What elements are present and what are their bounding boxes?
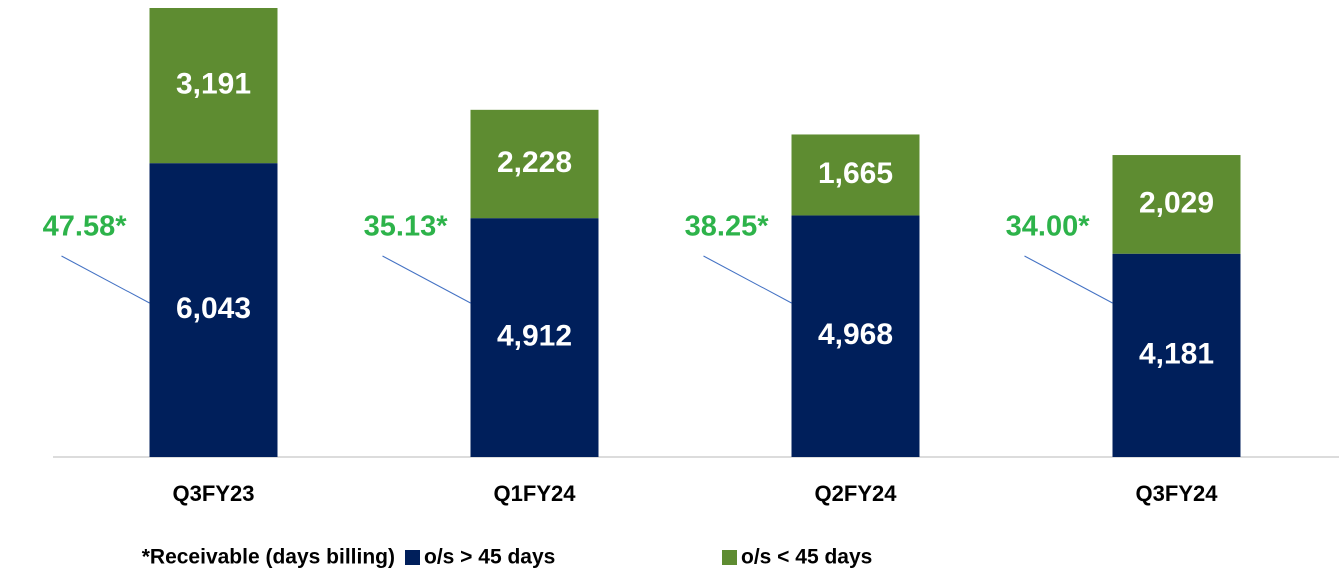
days-billing-label: 34.00* (1006, 211, 1091, 243)
days-billing-label: 47.58* (43, 211, 128, 243)
bar-segment (149, 8, 278, 164)
bar-segment (149, 163, 278, 457)
days-billing-label: 35.13* (364, 211, 449, 243)
bar-value-label: 2,029 (1139, 186, 1214, 219)
legend-label: o/s > 45 days (424, 546, 555, 569)
legend-label: o/s < 45 days (741, 546, 872, 569)
leader-line (61, 255, 150, 304)
footnote: *Receivable (days billing) (142, 546, 395, 569)
x-tick-label: Q2FY24 (815, 481, 898, 506)
x-tick-label: Q3FY23 (173, 481, 255, 506)
bar-value-label: 6,043 (176, 292, 251, 325)
leader-line (703, 255, 792, 304)
bar-value-label: 4,181 (1139, 337, 1214, 370)
bar-value-label: 4,912 (497, 319, 572, 352)
x-tick-label: Q1FY24 (494, 481, 577, 506)
leader-line (1024, 255, 1113, 304)
bar-segment (791, 215, 920, 457)
leader-line (382, 255, 471, 304)
bar-segment (1112, 155, 1241, 254)
bar-segment (470, 109, 599, 219)
bar-segment (1112, 253, 1241, 457)
bar-value-label: 4,968 (818, 318, 893, 351)
legend-swatch (722, 550, 737, 565)
bar-value-label: 1,665 (818, 157, 893, 190)
days-billing-label: 38.25* (685, 211, 770, 243)
x-tick-label: Q3FY24 (1136, 481, 1219, 506)
legend-swatch (405, 550, 420, 565)
bar-segment (791, 134, 920, 216)
bar-segment (470, 218, 599, 457)
bar-value-label: 3,191 (176, 68, 251, 101)
bar-value-label: 2,228 (497, 146, 572, 179)
